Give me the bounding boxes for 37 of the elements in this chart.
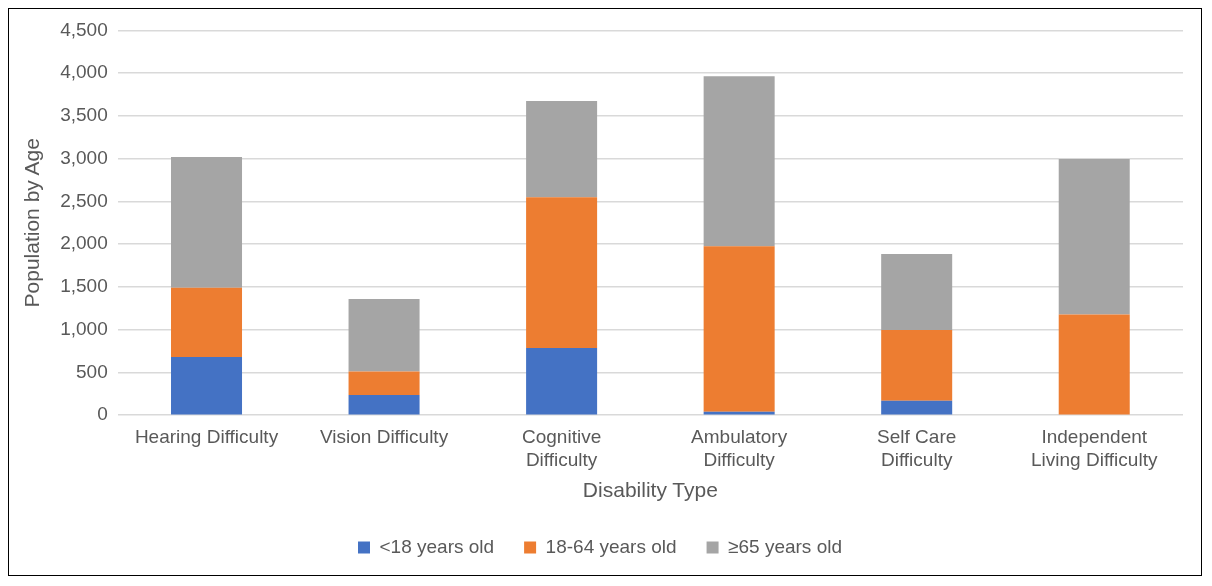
y-tick-label: 3,500 [60, 104, 108, 126]
bar [348, 395, 420, 415]
y-tick-label: 4,500 [60, 18, 108, 40]
bar [348, 371, 420, 396]
y-axis-title: Population by Age [20, 138, 44, 308]
legend-label: 18-64 years old [545, 535, 677, 557]
bar [1058, 314, 1130, 415]
y-tick-label: 1,000 [60, 317, 108, 339]
x-tick-label: Hearing Difficulty [134, 425, 279, 447]
y-tick-label: 2,500 [60, 189, 108, 211]
bar [703, 76, 775, 247]
bar [1058, 158, 1130, 315]
x-tick-label: Ambulatory Difficulty [691, 425, 788, 470]
legend-label: <18 years old [379, 535, 495, 557]
y-tick-label: 4,000 [60, 61, 108, 83]
bar [881, 330, 953, 401]
bar [348, 298, 420, 372]
y-tick-label: 1,500 [60, 275, 108, 297]
y-tick-label: 0 [97, 403, 108, 425]
x-tick-label: Vision Difficulty [319, 425, 449, 447]
x-tick-label: Independent Living Difficulty [1031, 425, 1158, 470]
bar [526, 197, 598, 349]
y-tick-label: 2,000 [60, 232, 108, 254]
bar [171, 357, 243, 415]
x-tick-label: Self Care Difficulty [877, 425, 957, 470]
y-tick-label: 3,000 [60, 146, 108, 168]
bar [171, 287, 243, 358]
bar [703, 246, 775, 412]
bar [526, 348, 598, 415]
bar [526, 100, 598, 198]
x-tick-label: Cognitive Difficulty [521, 425, 602, 470]
bar [171, 156, 243, 288]
bar [881, 400, 953, 415]
x-axis-title: Disability Type [582, 478, 718, 502]
y-tick-label: 500 [76, 360, 108, 382]
bar [881, 254, 953, 331]
legend-label: ≥65 years old [728, 535, 843, 557]
